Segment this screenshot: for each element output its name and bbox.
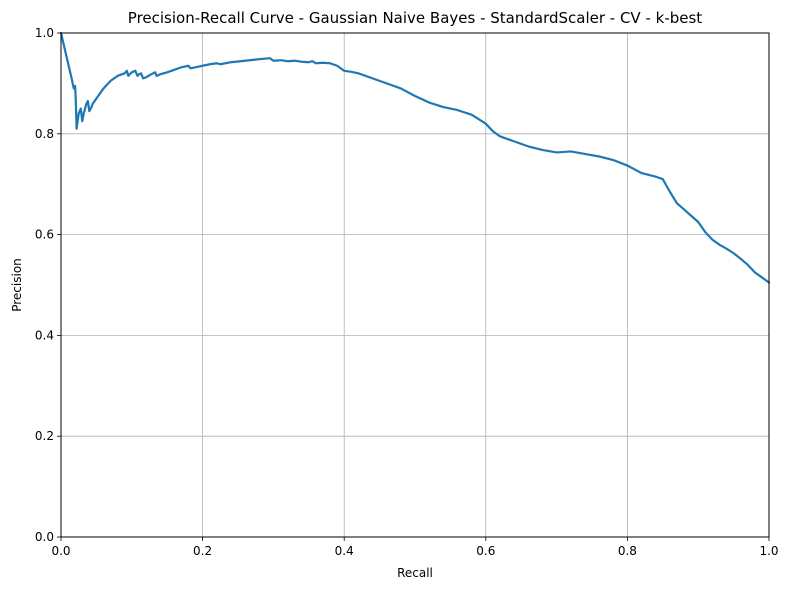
y-axis-label: Precision [10,258,24,312]
y-axis-ticks: 0.0 0.2 0.4 0.6 0.8 1.0 [35,26,61,544]
y-tick-label: 1.0 [35,26,54,40]
x-axis-ticks: 0.0 0.2 0.4 0.6 0.8 1.0 [51,537,779,558]
y-tick-label: 0.0 [35,530,54,544]
x-tick-label: 1.0 [759,544,778,558]
series-line-0 [59,31,771,284]
plot-frame [60,32,770,538]
chart-title: Precision-Recall Curve - Gaussian Naive … [128,9,703,27]
y-tick-label: 0.2 [35,429,54,443]
x-tick-label: 0.6 [476,544,495,558]
y-tick-label: 0.6 [35,228,54,242]
x-tick-label: 0.8 [618,544,637,558]
y-tick-label: 0.4 [35,328,54,342]
x-tick-label: 0.2 [193,544,212,558]
series-layer [59,31,771,284]
x-tick-label: 0.0 [51,544,70,558]
y-tick-label: 0.8 [35,127,54,141]
x-axis-label: Recall [397,566,433,580]
x-tick-label: 0.4 [335,544,354,558]
